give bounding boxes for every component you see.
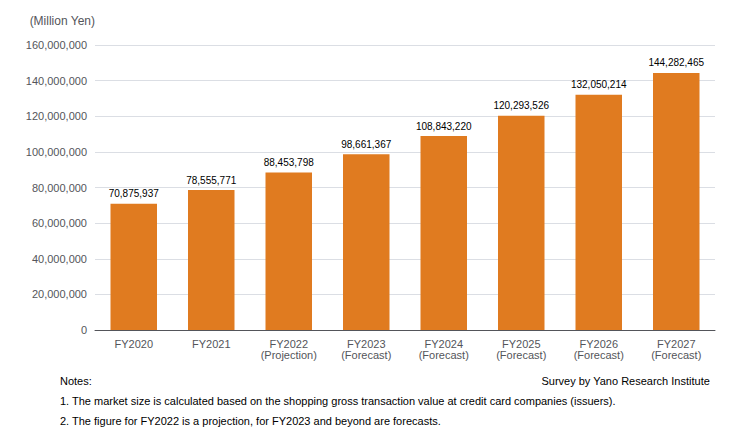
svg-text:0: 0 <box>81 324 87 336</box>
svg-text:FY2022: FY2022 <box>269 337 308 350</box>
svg-text:108,843,220: 108,843,220 <box>416 121 472 132</box>
svg-text:80,000,000: 80,000,000 <box>32 182 87 194</box>
svg-text:FY2025: FY2025 <box>502 337 541 350</box>
svg-text:Notes:: Notes: <box>60 375 92 387</box>
svg-text:132,050,214: 132,050,214 <box>571 79 627 90</box>
svg-text:1. The market size is calculat: 1. The market size is calculated based o… <box>60 395 616 407</box>
svg-text:20,000,000: 20,000,000 <box>32 288 87 300</box>
svg-text:FY2024: FY2024 <box>424 337 463 350</box>
svg-text:(Projection): (Projection) <box>261 349 317 361</box>
svg-text:(Forecast): (Forecast) <box>341 349 391 361</box>
svg-text:120,293,526: 120,293,526 <box>493 100 549 111</box>
svg-text:Survey by Yano Research Instit: Survey by Yano Research Institute <box>541 375 709 387</box>
svg-text:120,000,000: 120,000,000 <box>26 110 87 122</box>
svg-text:(Forecast): (Forecast) <box>496 349 546 361</box>
svg-text:60,000,000: 60,000,000 <box>32 217 87 229</box>
svg-text:100,000,000: 100,000,000 <box>26 146 87 158</box>
svg-text:FY2027: FY2027 <box>657 337 696 350</box>
svg-text:FY2023: FY2023 <box>347 337 386 350</box>
svg-text:FY2020: FY2020 <box>114 338 153 350</box>
svg-text:FY2026: FY2026 <box>579 337 618 350</box>
svg-text:144,282,465: 144,282,465 <box>648 57 704 68</box>
svg-text:2. The figure for FY2022 is a: 2. The figure for FY2022 is a projection… <box>60 415 441 427</box>
svg-text:88,453,798: 88,453,798 <box>264 157 314 168</box>
svg-text:160,000,000: 160,000,000 <box>26 39 87 51</box>
svg-text:98,661,367: 98,661,367 <box>341 139 391 150</box>
svg-text:(Million Yen): (Million Yen) <box>30 14 95 28</box>
svg-text:(Forecast): (Forecast) <box>574 349 624 361</box>
svg-text:78,555,771: 78,555,771 <box>186 175 236 186</box>
svg-text:40,000,000: 40,000,000 <box>32 253 87 265</box>
svg-text:140,000,000: 140,000,000 <box>26 75 87 87</box>
svg-text:FY2021: FY2021 <box>192 338 231 350</box>
svg-text:(Forecast): (Forecast) <box>651 349 701 361</box>
svg-text:(Forecast): (Forecast) <box>419 349 469 361</box>
svg-text:70,875,937: 70,875,937 <box>109 188 159 199</box>
